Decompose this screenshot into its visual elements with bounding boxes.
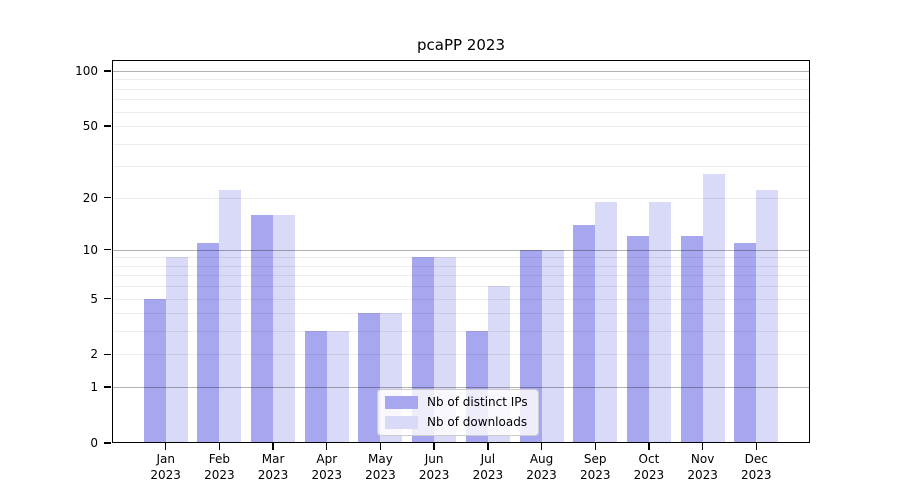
x-tick-feb [218, 443, 221, 450]
y-tick-1 [104, 386, 111, 388]
gridline-2 [112, 354, 810, 356]
y-tick-50 [104, 125, 111, 127]
y-tick-label-50: 50 [82, 119, 98, 134]
x-tick-label-feb: Feb 2023 [204, 452, 235, 482]
x-tick-label-may: May 2023 [365, 452, 396, 482]
gridline-minor-7 [112, 275, 810, 277]
bar-downloads-mar [273, 214, 296, 443]
bar-downloads-sep [595, 201, 618, 443]
x-tick-label-apr: Apr 2023 [311, 452, 343, 482]
gridline-minor-3 [112, 331, 810, 333]
x-tick-jun [433, 443, 435, 450]
gridline-minor-60 [112, 111, 810, 113]
bar-distinct-ips-feb [197, 242, 220, 443]
y-tick-100 [104, 70, 111, 72]
gridline-5 [112, 298, 810, 300]
gridline-minor-8 [112, 265, 810, 267]
y-tick-0 [104, 442, 111, 444]
x-tick-label-mar: Mar 2023 [257, 452, 289, 482]
gridline-minor-90 [112, 79, 810, 81]
bar-distinct-ips-sep [573, 224, 596, 443]
gridline-minor-30 [112, 166, 810, 168]
gridline-20 [112, 197, 810, 199]
y-tick-10 [104, 249, 111, 251]
bar-distinct-ips-nov [680, 236, 703, 443]
legend-item-downloads: Nb of downloads [385, 415, 528, 430]
x-tick-label-oct: Oct 2023 [633, 452, 665, 482]
gridline-100 [112, 70, 810, 72]
legend: Nb of distinct IPs Nb of downloads [377, 389, 539, 436]
bar-downloads-nov [702, 174, 725, 443]
bar-downloads-apr [326, 331, 349, 443]
bar-downloads-feb [219, 190, 242, 443]
x-tick-sep [594, 443, 596, 450]
x-tick-label-jan: Jan 2023 [150, 452, 181, 482]
y-tick-label-2: 2 [90, 347, 98, 362]
y-tick-label-5: 5 [90, 291, 98, 306]
x-tick-label-nov: Nov 2023 [687, 452, 718, 482]
bar-distinct-ips-may [358, 313, 381, 443]
bar-distinct-ips-apr [304, 331, 327, 443]
x-tick-label-jun: Jun 2023 [418, 452, 450, 482]
x-tick-label-sep: Sep 2023 [579, 452, 611, 482]
gridline-50 [112, 126, 810, 128]
bar-downloads-dec [756, 190, 779, 443]
gridline-10 [112, 249, 810, 251]
gridline-minor-4 [112, 313, 810, 315]
legend-label-downloads: Nb of downloads [427, 415, 528, 429]
legend-label-distinct-ips: Nb of distinct IPs [427, 395, 528, 409]
x-tick-label-aug: Aug 2023 [526, 452, 557, 482]
x-tick-nov [701, 443, 704, 450]
legend-swatch-distinct-ips [385, 396, 418, 409]
gridline-minor-70 [112, 99, 810, 101]
x-tick-oct [648, 443, 650, 450]
x-tick-aug [540, 443, 543, 450]
x-tick-dec [755, 443, 757, 450]
gridline-minor-9 [112, 257, 810, 259]
x-tick-jul [487, 443, 489, 450]
y-tick-label-0: 0 [90, 436, 98, 450]
y-tick-label-100: 100 [75, 63, 98, 78]
x-tick-mar [272, 443, 274, 450]
bar-distinct-ips-oct [626, 236, 649, 443]
y-tick-5 [104, 297, 111, 300]
gridline-minor-6 [112, 286, 810, 288]
bar-distinct-ips-dec [734, 242, 757, 443]
bar-downloads-oct [648, 201, 671, 443]
gridline-minor-40 [112, 143, 810, 145]
legend-swatch-downloads [385, 416, 418, 429]
y-tick-label-10: 10 [82, 242, 98, 257]
x-tick-jan [164, 443, 167, 450]
y-tick-label-20: 20 [82, 190, 98, 205]
x-tick-may [379, 443, 382, 450]
legend-item-distinct-ips: Nb of distinct IPs [385, 395, 528, 410]
bar-distinct-ips-jan [143, 298, 166, 443]
y-tick-2 [104, 353, 111, 356]
x-tick-apr [326, 443, 328, 450]
bar-downloads-jan [165, 257, 188, 443]
y-tick-20 [104, 196, 111, 199]
plot-area [112, 60, 810, 443]
bar-downloads-aug [541, 249, 564, 443]
x-tick-label-dec: Dec 2023 [741, 452, 772, 482]
bar-distinct-ips-mar [251, 214, 274, 443]
x-tick-label-jul: Jul 2023 [472, 452, 504, 482]
gridline-1 [112, 387, 810, 389]
y-tick-label-1: 1 [90, 380, 98, 395]
gridline-minor-80 [112, 88, 810, 90]
chart-title: pcaPP 2023 [417, 36, 505, 54]
